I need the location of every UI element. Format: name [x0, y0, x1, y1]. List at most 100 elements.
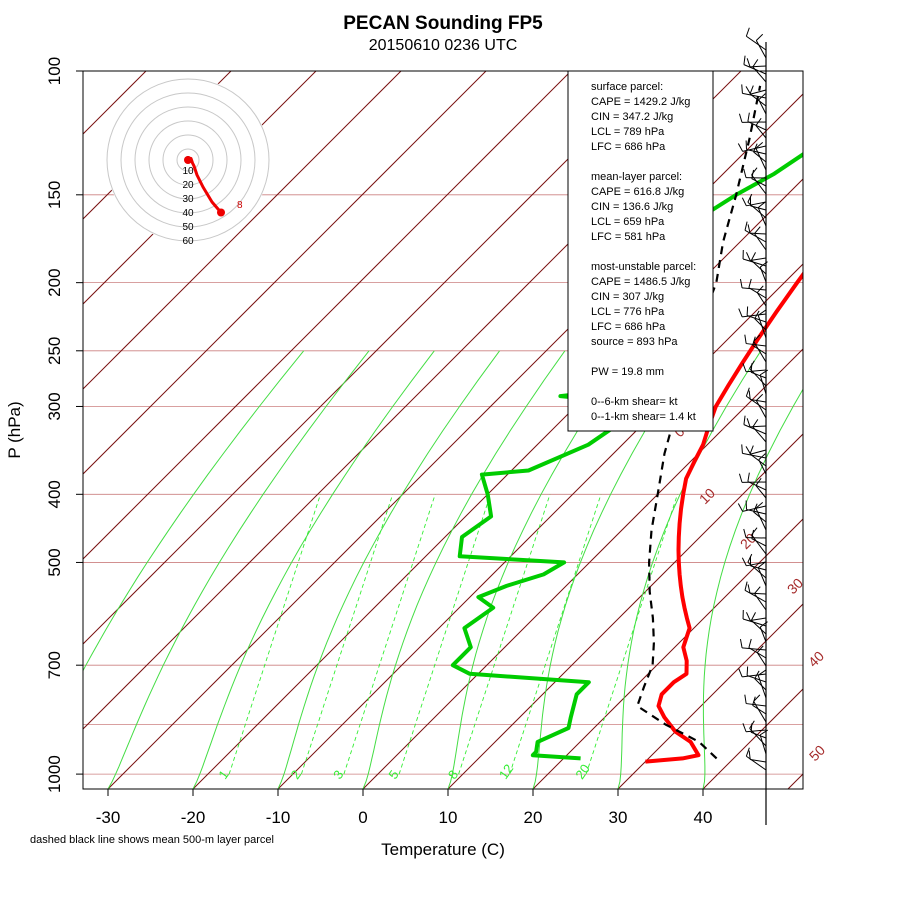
- wind-barb: [753, 67, 766, 82]
- hodograph-end-dot: [217, 209, 225, 217]
- wind-barb-flag: [748, 194, 752, 202]
- wind-barb-flag: [742, 444, 743, 453]
- wind-barb-flag: [738, 503, 742, 511]
- x-tick-label: 40: [694, 808, 713, 827]
- moist-adiabat-line: [23, 351, 304, 789]
- x-tick-label: 20: [524, 808, 543, 827]
- wind-barb-flag: [747, 667, 748, 676]
- mu-cape: CAPE = 1486.5 J/kg: [591, 276, 690, 288]
- ml-cin: CIN = 136.6 J/kg: [591, 201, 673, 213]
- wind-barb-flag: [739, 114, 742, 123]
- wind-barb: [756, 148, 766, 170]
- chart-title: PECAN Sounding FP5: [343, 13, 543, 34]
- wind-barb-flag: [756, 34, 762, 40]
- y-tick-label: 200: [45, 268, 64, 296]
- wind-barb-flag: [750, 446, 753, 454]
- x-tick-label: -30: [96, 808, 121, 827]
- wind-barb-flag: [739, 474, 742, 483]
- wind-barb: [753, 427, 766, 442]
- wind-barb-flag: [755, 587, 761, 594]
- footnote: dashed black line shows mean 500-m layer…: [30, 834, 274, 846]
- wind-barb-flag: [747, 58, 750, 67]
- isotherm-line: [703, 71, 900, 789]
- wind-barb-flag: [744, 416, 745, 425]
- wind-barb-flag: [748, 554, 752, 562]
- wind-barb-flag: [745, 335, 746, 344]
- mixing-ratio-line: [399, 494, 490, 774]
- hodograph: 0102030405060 8: [106, 78, 270, 247]
- pw-value: PW = 19.8 mm: [591, 366, 664, 378]
- wind-barb-flag: [746, 612, 750, 620]
- x-axis-title: Temperature (C): [381, 840, 505, 859]
- wind-barb-flag: [753, 59, 758, 67]
- mixing-ratio-line: [301, 494, 392, 774]
- wind-barb: [751, 620, 766, 634]
- wind-barb-flag: [751, 612, 755, 620]
- ml-title: mean-layer parcel:: [591, 171, 682, 183]
- x-tick-label: 0: [358, 808, 367, 827]
- moist-adiabat-line: [108, 351, 369, 789]
- wind-barb: [742, 674, 766, 677]
- wind-barb: [760, 267, 766, 282]
- wind-barb-flag: [752, 168, 757, 175]
- wind-barb-flag: [747, 307, 748, 316]
- y-tick-label: 400: [45, 480, 64, 508]
- wind-barb-flag: [749, 639, 751, 648]
- wind-barb: [760, 627, 766, 642]
- mu-lfc: LFC = 686 hPa: [591, 321, 666, 333]
- y-tick-label: 250: [45, 337, 64, 365]
- ml-lfc: LFC = 581 hPa: [591, 231, 666, 243]
- x-tick-label: -20: [181, 808, 206, 827]
- wind-barb-flag: [749, 279, 751, 288]
- wind-barb: [757, 293, 766, 306]
- wind-barb: [742, 288, 766, 290]
- x-tick-label: -10: [266, 808, 291, 827]
- wind-barb-flag: [742, 84, 743, 93]
- wind-barb: [755, 234, 766, 250]
- mu-cin: CIN = 307 J/kg: [591, 291, 664, 303]
- wind-barb-flag: [742, 558, 746, 566]
- wind-barb: [757, 653, 766, 666]
- wind-barb-flag: [751, 252, 755, 260]
- isotherm-line: [0, 71, 571, 789]
- wind-barb-flag: [753, 419, 758, 427]
- wind-barb: [755, 594, 766, 610]
- mixing-ratio-line: [344, 494, 435, 774]
- wind-barb: [751, 260, 766, 274]
- wind-barb: [746, 36, 766, 50]
- isotherm-label: 10: [696, 485, 718, 507]
- wind-barb: [750, 426, 766, 427]
- hodograph-ring-label: 60: [182, 236, 194, 247]
- mu-lcl: LCL = 776 hPa: [591, 306, 665, 318]
- shear-0-6: 0--6-km shear= kt: [591, 396, 678, 408]
- wind-barb-flag: [745, 695, 746, 704]
- wind-barb-flag: [748, 113, 749, 122]
- mixing-ratio-label: 3: [330, 767, 346, 782]
- moist-adiabat-line: [278, 351, 500, 789]
- y-axis-title: P (hPa): [5, 401, 24, 458]
- wind-barb: [750, 593, 766, 594]
- wind-barbs: [738, 28, 767, 825]
- wind-barb: [759, 100, 766, 114]
- chart-subtitle: 20150610 0236 UTC: [369, 37, 518, 54]
- y-tick-label: 1000: [45, 755, 64, 793]
- wind-barb-flag: [747, 418, 750, 427]
- isotherm-line: [193, 71, 900, 789]
- wind-barb-flag: [744, 169, 746, 178]
- isotherm-line: [873, 71, 900, 789]
- surface-lfc: LFC = 686 hPa: [591, 141, 666, 153]
- wind-barb-flag: [750, 86, 753, 94]
- wind-barb-flag: [748, 473, 749, 482]
- wind-barb-flag: [746, 86, 751, 94]
- wind-barb: [751, 450, 766, 454]
- surface-lcl: LCL = 789 hPa: [591, 126, 665, 138]
- mixing-ratio-label: 5: [385, 767, 401, 782]
- y-tick-label: 700: [45, 651, 64, 679]
- moist-adiabat-line: [363, 351, 565, 789]
- wind-barb: [753, 705, 766, 714]
- wind-barb: [742, 314, 766, 317]
- y-tick-label: 100: [45, 57, 64, 85]
- surface-title: surface parcel:: [591, 81, 663, 93]
